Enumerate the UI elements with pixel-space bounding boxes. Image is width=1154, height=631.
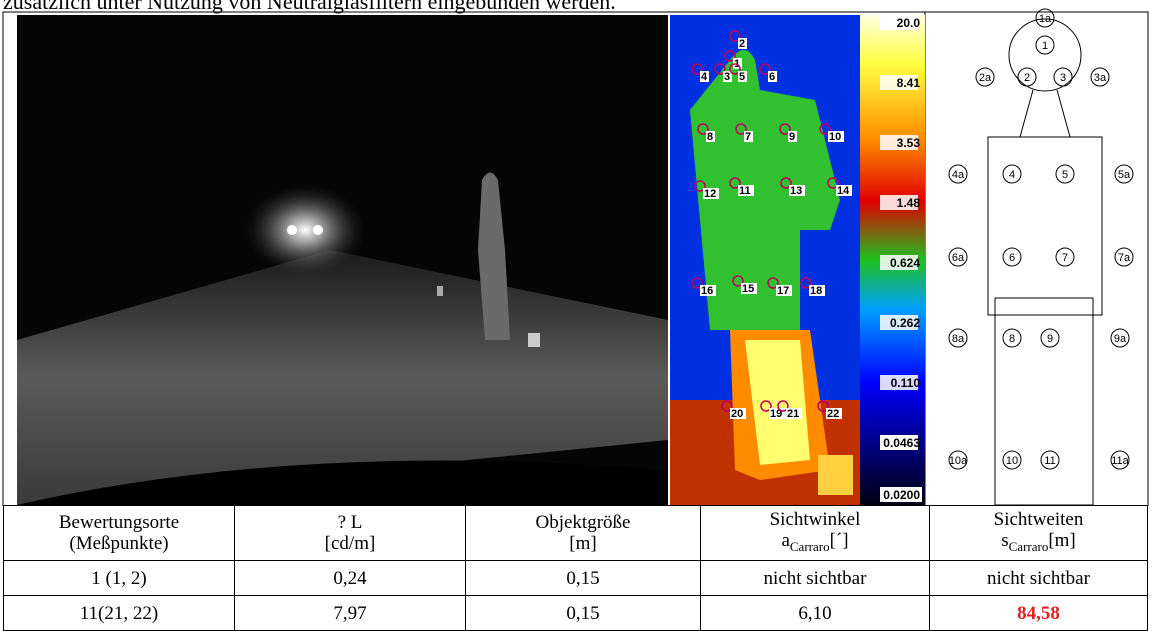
scale-label: 1.48 [897,196,921,210]
cell: Bewertungsorte(Meßpunkte) [4,506,235,561]
scale-label: 20.0 [897,16,921,30]
cell: 7,97 [235,596,466,631]
point-label: 13 [790,185,802,197]
cell: 0,15 [466,561,701,596]
point-label: 9 [789,131,795,143]
diagram-label: 5 [1062,169,1068,181]
diagram-label: 2a [979,72,992,84]
point-label: 11 [739,185,751,197]
results-table: Bewertungsorte(Meßpunkte) ? L[cd/m] Obje… [3,505,1148,631]
diagram-label: 3a [1094,72,1107,84]
cell: 11(21, 22) [4,596,235,631]
scale-label: 0.0463 [883,436,920,450]
diagram-label: 4a [952,169,965,181]
diagram-label: 3 [1060,72,1066,84]
diagram-label: 7 [1062,252,1068,264]
point-label: 15 [742,283,754,295]
point-label: 2 [739,38,745,50]
cell: Objektgröße[m] [466,506,701,561]
point-label: 3 [724,71,730,83]
scale-label: 0.110 [891,376,921,390]
night-photo [17,15,668,505]
diagram-label: 7a [1118,252,1131,264]
diagram-label: 4 [1009,169,1015,181]
cell: nicht sichtbar [930,561,1148,596]
scale-label: 8.41 [897,76,921,90]
point-label: 5 [739,71,745,83]
diagram-label: 9a [1114,333,1127,345]
point-label: 4 [701,71,708,83]
diagram-label: 11 [1044,455,1055,467]
diagram-label: 9 [1047,333,1053,345]
point-label: 10 [829,131,841,143]
scale-label: 0.0200 [883,488,920,502]
diagram-label: 10a [949,455,968,467]
cell: 6,10 [701,596,930,631]
point-label: 16 [701,285,713,297]
diagram-label: 10 [1006,455,1018,467]
diagram-label: 11a [1111,455,1129,467]
cell: ? L[cd/m] [235,506,466,561]
diagram-label: 8 [1009,333,1015,345]
cell: 84,58 [930,596,1148,631]
cell: SichtwinkelaCarraro[´] [701,506,930,561]
diagram-label: 6 [1009,252,1015,264]
point-label: 18 [810,285,822,297]
scale-label: 0.624 [890,256,920,270]
point-label: 21 [787,408,799,420]
point-label: 8 [707,131,713,143]
point-label: 22 [827,408,839,420]
cell: 0,24 [235,561,466,596]
cell: nicht sichtbar [701,561,930,596]
diagram-label: 8a [952,333,965,345]
point-label: 14 [837,185,850,197]
cell: 1 (1, 2) [4,561,235,596]
scale-label: 0.262 [890,316,920,330]
diagram-label: 5a [1118,169,1131,181]
point-label: 12 [704,188,716,200]
diagram-label: 2 [1024,72,1030,84]
false-color-image [670,15,860,505]
diagram-label: 1a [1039,13,1052,25]
point-label: 6 [769,71,775,83]
diagram-label: 6a [952,252,965,264]
page: zusätzlich unter Nutzung von Neutralglas… [0,0,1154,631]
measurement-diagram: 1a 1 2a 2 3 3a 4a 4 5 5a 6a 6 7 7a 8a 8 9 9a 10a 10 11 11a [949,9,1133,505]
point-label: 17 [777,285,789,297]
cell: 0,15 [466,596,701,631]
scale-label: 3.53 [897,136,921,150]
point-label: 20 [731,408,743,420]
diagram-label: 1 [1042,40,1048,52]
point-label: 7 [745,131,751,143]
